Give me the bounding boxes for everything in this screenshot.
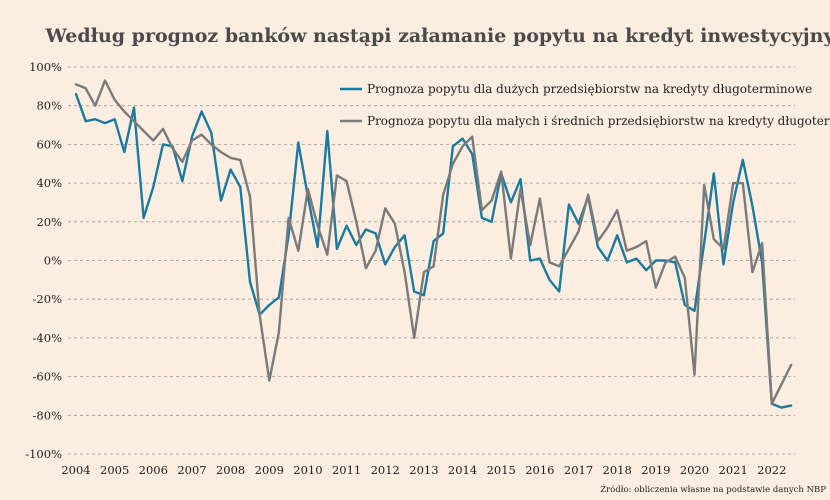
x-tick-label: 2021 xyxy=(719,463,748,477)
series-lines xyxy=(74,79,793,409)
legend-label: Prognoza popytu dla małych i średnich pr… xyxy=(367,114,830,128)
y-tick-label: 0% xyxy=(44,254,62,268)
x-tick-label: 2007 xyxy=(177,463,206,477)
y-tick-label: 20% xyxy=(36,215,62,229)
x-tick-label: 2020 xyxy=(680,463,709,477)
legend: Prognoza popytu dla dużych przedsiębiors… xyxy=(340,82,830,128)
x-tick-label: 2013 xyxy=(409,463,438,477)
y-tick-label: 60% xyxy=(36,137,62,151)
x-tick-label: 2006 xyxy=(139,463,168,477)
x-tick-label: 2009 xyxy=(255,463,284,477)
series-line-2 xyxy=(74,79,793,405)
y-tick-label: -20% xyxy=(33,292,63,306)
source-note: Źródło: obliczenia własne na podstawie d… xyxy=(600,483,826,495)
y-tick-label: -60% xyxy=(33,370,63,384)
y-tick-label: 40% xyxy=(36,176,62,190)
y-tick-label: -40% xyxy=(33,331,63,345)
legend-label: Prognoza popytu dla dużych przedsiębiors… xyxy=(367,82,812,96)
x-tick-label: 2017 xyxy=(564,463,593,477)
x-tick-label: 2018 xyxy=(603,463,632,477)
y-tick-label: 80% xyxy=(36,99,62,113)
y-tick-label: 100% xyxy=(29,60,62,74)
series-line-1 xyxy=(74,92,793,409)
y-axis-ticks: 100% 80% 60% 40% 20% 0% -20% -40% -60% -80% -100% xyxy=(25,60,62,461)
y-tick-label: -100% xyxy=(25,447,62,461)
x-tick-label: 2016 xyxy=(525,463,554,477)
x-tick-label: 2022 xyxy=(757,463,786,477)
x-axis-ticks: 2004 2005 2006 2007 2008 2009 2010 2011 2012 2013… xyxy=(61,463,786,477)
x-tick-label: 2011 xyxy=(332,463,361,477)
x-tick-label: 2004 xyxy=(61,463,90,477)
x-tick-label: 2015 xyxy=(487,463,516,477)
chart-title: Według prognoz banków nastąpi załamanie … xyxy=(45,25,830,47)
x-tick-label: 2014 xyxy=(448,463,477,477)
y-tick-label: -80% xyxy=(33,408,63,422)
x-tick-label: 2019 xyxy=(641,463,670,477)
x-tick-label: 2005 xyxy=(100,463,129,477)
x-tick-label: 2008 xyxy=(216,463,245,477)
x-tick-label: 2012 xyxy=(371,463,400,477)
x-tick-label: 2010 xyxy=(293,463,322,477)
